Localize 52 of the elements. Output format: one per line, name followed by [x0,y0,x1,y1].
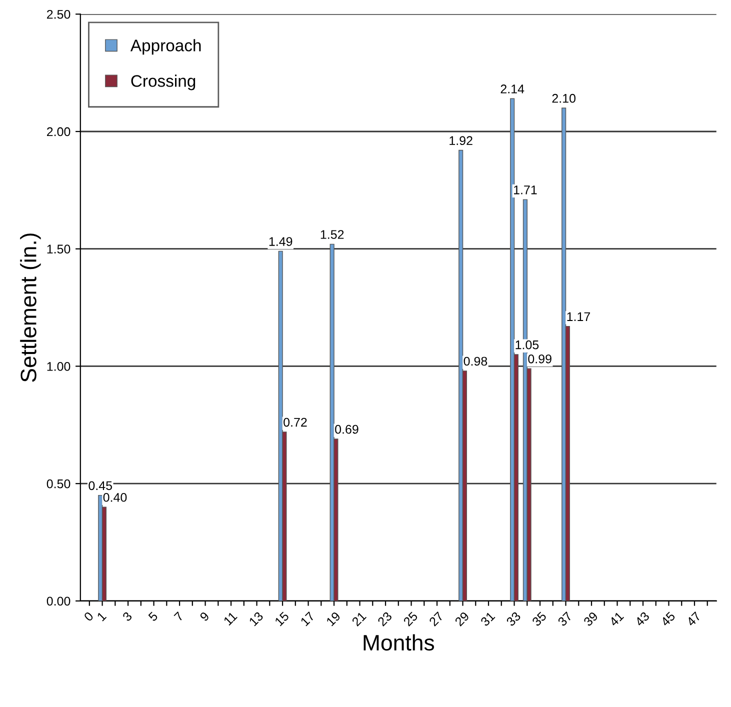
x-tick-label: 31 [480,611,496,627]
x-tick-label: 21 [351,611,367,626]
x-tick-label: 17 [300,611,316,626]
data-label: 0.69 [335,424,358,434]
x-tick-label: 29 [454,611,470,627]
data-label: 0.99 [528,354,552,364]
y-tick-label: 1.00 [47,362,70,371]
data-label: 1.49 [269,237,292,246]
data-label: 1.52 [320,230,344,239]
data-label: 2.14 [500,84,524,94]
y-tick-label: 2.00 [46,127,70,136]
bar [510,98,515,601]
data-label: 2.10 [552,94,576,103]
x-tick-label: 35 [532,611,547,627]
data-label: 0.40 [103,492,127,502]
x-tick-label: 13 [248,611,264,626]
x-tick-label: 47 [686,611,702,627]
y-tick-label: 1.50 [47,244,70,254]
x-tick-label: 19 [326,611,341,626]
x-tick-label: 27 [428,611,444,626]
x-tick-label: 9 [199,611,210,622]
data-label: 0.98 [464,356,488,366]
x-tick-label: 15 [274,611,290,626]
data-label: 1.92 [450,136,472,146]
y-tick-label: 0.50 [46,479,70,488]
data-label: 0.45 [88,481,112,490]
x-tick-label: 41 [608,611,624,627]
x-axis-title: Months [364,634,434,651]
x-tick-label: 37 [557,611,573,627]
data-label: 1.17 [567,312,590,321]
x-tick-label: 23 [377,611,392,627]
x-tick-label: 43 [634,611,650,627]
data-label: 1.05 [516,340,539,350]
data-label: 1.71 [514,186,537,194]
legend-label: Approach [130,39,201,55]
x-tick-label: 11 [223,611,238,626]
y-tick-label: 2.50 [46,10,70,19]
x-tick-label: 1 [96,611,107,622]
bar [562,108,566,601]
x-tick-label: 45 [660,611,676,627]
bar [458,150,464,601]
y-tick-label: 0.00 [46,596,70,606]
y-axis-title: Settlement (in.) [20,234,41,382]
x-tick-label: 7 [174,611,184,622]
x-tick-label: 33 [506,611,522,627]
x-tick-label: 5 [148,611,158,622]
data-label: 0.72 [284,418,307,427]
x-tick-label: 25 [402,611,418,627]
legend-label: Crossing [131,74,196,90]
x-tick-label: 39 [583,611,598,627]
x-tick-label: 0 [83,611,94,622]
x-tick-label: 3 [122,611,132,622]
